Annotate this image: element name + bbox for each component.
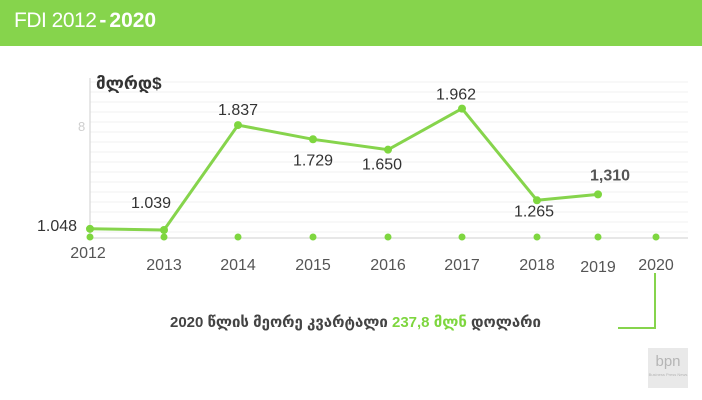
x-tick-label: 2012 xyxy=(70,245,106,262)
baseline-marker xyxy=(86,233,94,241)
data-point xyxy=(234,121,242,130)
data-point xyxy=(594,190,602,199)
x-tick-label: 2014 xyxy=(220,257,256,274)
x-tick-label: 2015 xyxy=(295,257,331,274)
x-tick-label: 2020 xyxy=(638,257,674,274)
caption-highlight: 237,8 მლნ xyxy=(391,314,467,331)
data-point xyxy=(86,224,94,233)
x-tick-label: 2013 xyxy=(146,257,182,274)
bpn-logo: bpn Business Press News xyxy=(648,348,688,388)
data-label: 1.039 xyxy=(131,195,171,212)
y-tick-label: 8 xyxy=(78,119,85,134)
chart-marks: 2012 1.048 2013 1.039 2014 1.837 2015 1.729 2016… xyxy=(37,87,674,276)
data-point xyxy=(533,196,541,205)
y-axis-unit-label: მლრდ$ xyxy=(96,74,162,93)
grid-lines xyxy=(90,81,688,233)
title-dash: - xyxy=(99,9,107,32)
baseline-marker xyxy=(458,233,466,241)
data-label: 1.265 xyxy=(514,203,554,220)
x-tick-label: 2018 xyxy=(519,257,555,274)
chart-title: FDI 2012-2020 xyxy=(14,9,156,33)
data-label: 1.048 xyxy=(37,218,77,235)
title-start: FDI 2012 xyxy=(14,9,97,32)
baseline-marker xyxy=(384,233,392,241)
header-bar: FDI 2012-2020 xyxy=(0,0,702,46)
data-point xyxy=(160,226,168,234)
data-point xyxy=(384,145,392,154)
baseline-marker xyxy=(594,233,602,241)
x-tick-label: 2017 xyxy=(444,257,480,274)
caption-text-before: 2020 წლის მეორე კვარტალი xyxy=(170,314,392,331)
series-line xyxy=(89,107,599,232)
caption-note: 2020 წლის მეორე კვარტალი 237,8 მლნ დოლარ… xyxy=(170,313,541,331)
data-label: 1.729 xyxy=(293,152,333,169)
data-label: 1.650 xyxy=(362,157,402,174)
baseline-marker xyxy=(160,233,168,241)
logo-line1: bpn xyxy=(655,353,681,370)
logo-line2: Business Press News xyxy=(648,372,688,377)
data-label: 1.837 xyxy=(218,102,258,119)
data-point xyxy=(458,104,466,113)
title-end: 2020 xyxy=(109,9,157,32)
caption-text-after: დოლარი xyxy=(466,314,541,331)
data-label: 1,310 xyxy=(590,167,630,184)
baseline-marker xyxy=(533,233,541,241)
x-tick-label: 2019 xyxy=(580,259,616,276)
baseline-marker xyxy=(309,233,317,241)
baseline-marker xyxy=(234,233,242,241)
x-tick-label: 2016 xyxy=(370,257,406,274)
data-label: 1.962 xyxy=(436,87,476,104)
data-point xyxy=(309,135,317,144)
baseline-marker xyxy=(652,233,660,241)
